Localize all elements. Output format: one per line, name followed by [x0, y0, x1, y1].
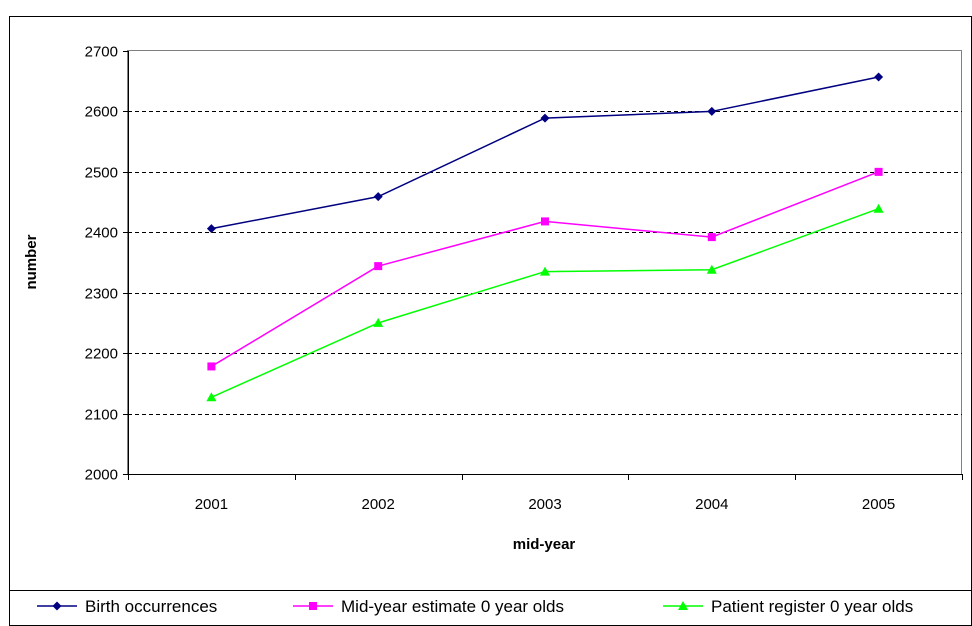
data-point	[874, 72, 884, 82]
gridlines	[128, 111, 962, 415]
data-point	[207, 362, 216, 371]
x-tick-label: 2003	[528, 496, 561, 513]
y-tick-label: 2500	[85, 165, 118, 182]
data-point	[707, 106, 717, 116]
y-tick-label: 2000	[85, 467, 118, 484]
y-tick-label: 2400	[85, 225, 118, 242]
data-point	[373, 192, 383, 202]
data-point	[540, 113, 550, 123]
legend-label: Patient register 0 year olds	[711, 597, 913, 616]
data-point	[541, 217, 549, 226]
legend-marker	[52, 601, 62, 611]
y-axis-title: number	[23, 234, 40, 289]
legend-label: Birth occurrences	[85, 597, 217, 616]
axes	[123, 51, 963, 480]
x-tick-label: 2004	[695, 496, 728, 513]
data-point	[374, 262, 383, 271]
y-tick-label: 2700	[85, 44, 118, 61]
y-tick-label: 2300	[85, 286, 118, 303]
legend-label: Mid-year estimate 0 year olds	[341, 597, 564, 616]
data-point	[206, 224, 216, 234]
data-point	[540, 266, 550, 276]
series-lines	[206, 72, 884, 402]
x-tick-label: 2002	[362, 496, 395, 513]
y-tick-label: 2100	[85, 407, 118, 424]
legend: Birth occurrences Mid-year estimate 0 yea…	[37, 597, 913, 616]
y-tick-label: 2600	[85, 104, 118, 121]
x-tick-label: 2005	[862, 496, 895, 513]
y-tick-label: 2200	[85, 346, 118, 363]
x-axis-title: mid-year	[513, 536, 576, 553]
data-point	[706, 264, 717, 274]
data-point	[707, 233, 716, 242]
data-point	[874, 167, 883, 176]
legend-marker	[678, 601, 688, 610]
data-point	[873, 203, 884, 213]
tick-labels: 2000 2100 2200 2300 2400 2500 2600 2700 2001 2002…	[85, 44, 896, 514]
data-point	[373, 317, 384, 327]
data-point	[206, 392, 217, 402]
legend-marker	[309, 602, 317, 610]
x-tick-label: 2001	[195, 496, 228, 513]
